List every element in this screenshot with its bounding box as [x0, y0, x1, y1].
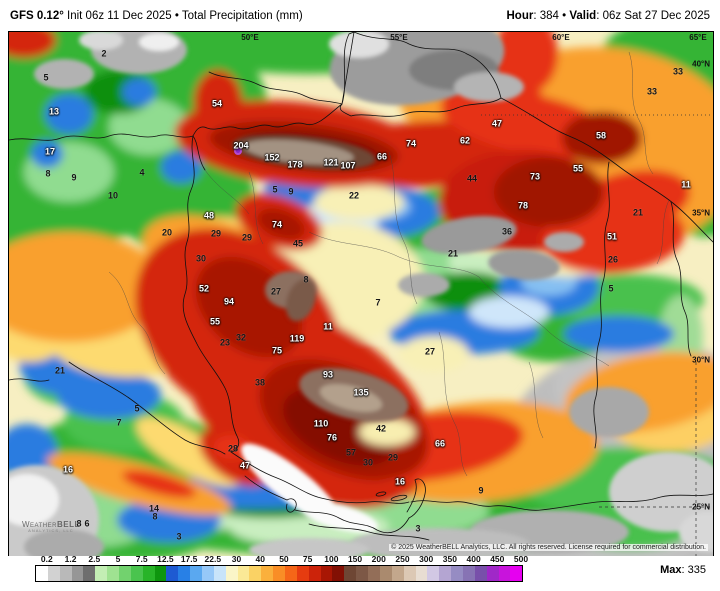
colorbar-tick: 12.5: [157, 554, 174, 564]
colorbar-tick: 100: [324, 554, 339, 564]
colorbar-segment: [47, 566, 60, 581]
colorbar-tick: 17.5: [180, 554, 198, 564]
colorbar-tick: 200: [371, 554, 386, 564]
colorbar: [35, 565, 523, 582]
colorbar-segment: [308, 566, 321, 581]
colorbar-segment: [36, 566, 48, 581]
precipitation-field-svg: [9, 32, 713, 556]
model-name: GFS 0.12°: [10, 9, 64, 22]
max-value-label: Max: 335: [660, 564, 706, 576]
colorbar-tick-labels: 0.2 1.2 2.5 5 7.5 12.5 17.5 22.5 30 40 50 75 100 150 2…: [35, 554, 528, 564]
colorbar-segment: [119, 566, 131, 581]
model-run-title: GFS 0.12° Init 06z 11 Dec 2025 • Total P…: [0, 10, 303, 22]
colorbar-segment: [462, 566, 475, 581]
colorbar-tick: 50: [279, 554, 289, 564]
colorbar-segment: [83, 566, 96, 581]
colorbar-tick: 150: [347, 554, 363, 564]
colorbar-segment: [285, 566, 297, 581]
watermark-subtext: ANALYTICS, LLC: [28, 528, 74, 533]
model-run-details: Init 06z 11 Dec 2025 • Total Precipitati…: [63, 9, 303, 22]
colorbar-segment: [320, 566, 333, 581]
colorbar-segment: [356, 566, 369, 581]
colorbar-tick: 350: [442, 554, 457, 564]
colorbar-segment: [486, 566, 499, 581]
colorbar-segment: [344, 566, 357, 581]
colorbar-tick: 300: [419, 554, 434, 564]
precipitation-map: [8, 31, 714, 557]
colorbar-tick: 5: [115, 554, 121, 564]
colorbar-segment: [142, 566, 155, 581]
colorbar-tick: 30: [231, 554, 242, 564]
max-label-text: Max: [660, 564, 682, 576]
colorbar-segment: [178, 566, 191, 581]
watermark-text: WeatherBELL: [22, 520, 80, 529]
colorbar-tick: 40: [255, 554, 265, 564]
max-value-text: : 335: [681, 564, 706, 576]
colorbar-segment: [332, 566, 345, 581]
copyright-notice: © 2025 WeatherBELL Analytics, LLC. All r…: [389, 544, 708, 551]
colorbar-segment: [391, 566, 404, 581]
colorbar-segment: [154, 566, 167, 581]
colorbar-tick: 500: [513, 554, 529, 564]
forecast-hour-valid: Hour: 384 • Valid: 06z Sat 27 Dec 2025: [506, 10, 720, 22]
colorbar-segment: [415, 566, 428, 581]
colorbar-segment: [510, 566, 523, 581]
colorbar-tick: 7.5: [135, 554, 148, 564]
valid-value: : 06z Sat 27 Dec 2025: [596, 9, 710, 22]
colorbar-segment: [474, 566, 487, 581]
footer-bar: 0.2 1.2 2.5 5 7.5 12.5 17.5 22.5 30 40 50 75 100 150 2…: [0, 554, 720, 591]
colorbar-segment: [213, 566, 226, 581]
colorbar-segment: [107, 566, 120, 581]
hour-label: Hour: [506, 9, 534, 22]
colorbar-segment: [59, 566, 72, 581]
colorbar-tick: 0.2: [40, 554, 53, 564]
colorbar-segment: [296, 566, 309, 581]
colorbar-tick: 75: [302, 554, 313, 564]
colorbar-segment: [71, 566, 84, 581]
colorbar-segment: [379, 566, 392, 581]
colorbar-segment: [225, 566, 238, 581]
header-bar: GFS 0.12° Init 06z 11 Dec 2025 • Total P…: [0, 0, 720, 31]
colorbar-segment: [427, 566, 440, 581]
colorbar-tick: 400: [466, 554, 481, 564]
colorbar-segment: [166, 566, 179, 581]
hour-value: : 384 •: [533, 9, 570, 22]
colorbar-segment: [261, 566, 274, 581]
colorbar-segment: [237, 566, 250, 581]
colorbar-segment: [202, 566, 214, 581]
colorbar-tick: 22.5: [204, 554, 222, 564]
weatherbell-watermark: WeatherBELL ANALYTICS, LLC: [22, 521, 80, 533]
colorbar-tick: 250: [395, 554, 410, 564]
colorbar-tick: 450: [490, 554, 505, 564]
colorbar-tick: 2.5: [88, 554, 101, 564]
colorbar-segment: [498, 566, 511, 581]
colorbar-segment: [95, 566, 108, 581]
colorbar-segment: [439, 566, 452, 581]
colorbar-tick: 1.2: [64, 554, 77, 564]
colorbar-segment: [403, 566, 416, 581]
colorbar-segment: [451, 566, 463, 581]
valid-label: Valid: [569, 9, 597, 22]
colorbar-segment: [368, 566, 380, 581]
colorbar-segment: [273, 566, 286, 581]
colorbar-segment: [249, 566, 262, 581]
colorbar-segment: [130, 566, 143, 581]
colorbar-segment: [190, 566, 203, 581]
